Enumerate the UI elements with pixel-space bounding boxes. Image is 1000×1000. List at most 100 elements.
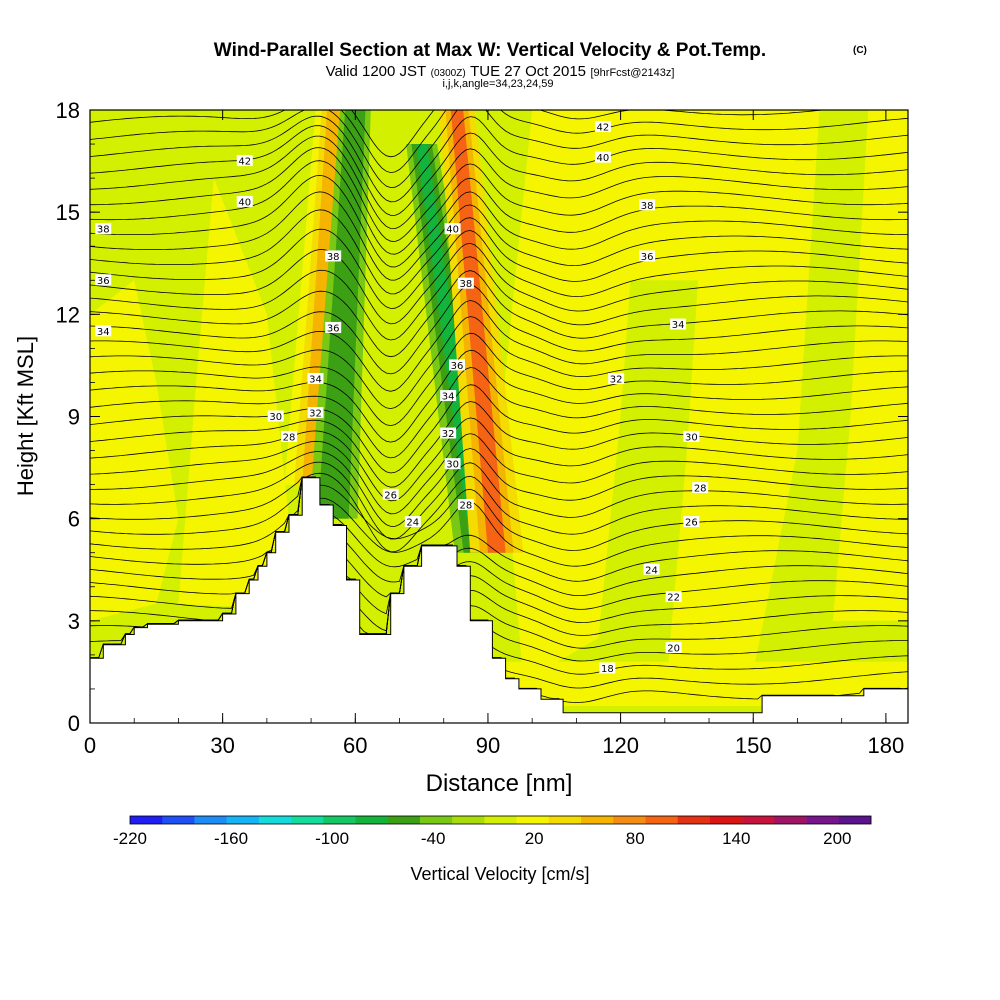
theta-contour-line (90, 401, 908, 488)
theta-label: 28 (280, 430, 297, 443)
y-tick-label: 15 (56, 200, 80, 225)
colorbar-swatch (355, 816, 389, 824)
theta-contour-line (90, 448, 908, 527)
theta-label-background (457, 499, 474, 511)
theta-label-text: 38 (97, 225, 110, 236)
theta-label-text: 32 (442, 429, 455, 440)
theta-contour-line (90, 461, 908, 540)
theta-label-background (280, 430, 297, 442)
theta-label-background (440, 390, 457, 402)
theta-label: 24 (404, 516, 421, 529)
theta-label-background (267, 410, 284, 422)
x-axis: 0 30 60 90 120 150 180 (84, 110, 904, 758)
theta-label-background (448, 359, 465, 371)
weak-updraft-region (178, 178, 289, 608)
valid-date: TUE 27 Oct 2015 (470, 63, 586, 80)
theta-label: 34 (440, 390, 457, 403)
theta-label-background (404, 516, 421, 528)
theta-label-background (325, 321, 342, 333)
theta-label-text: 34 (309, 375, 322, 386)
theta-label-text: 30 (446, 460, 459, 471)
theta-label: 36 (325, 321, 342, 334)
theta-label-text: 36 (327, 323, 340, 334)
plot-area: 42 42 40 40 40 38 38 38 38 36 36 36 36 34 34 34 34 32 32 32… (90, 110, 908, 723)
theta-label-text: 22 (667, 592, 680, 603)
theta-label-background (95, 223, 112, 235)
theta-label: 36 (639, 250, 656, 263)
theta-label-text: 30 (269, 412, 282, 423)
colorbar-tick-label: 200 (823, 829, 851, 848)
colorbar-frame (129, 815, 872, 825)
colorbar-swatch (581, 816, 614, 824)
colorbar-swatch (387, 816, 421, 824)
colorbar-swatch (709, 816, 743, 824)
theta-label: 40 (444, 223, 461, 236)
x-axis-label: Distance [nm] (426, 770, 573, 797)
theta-label-background (307, 373, 324, 385)
theta-label: 26 (683, 516, 700, 529)
theta-contour-line (90, 147, 908, 242)
theta-label-background (608, 373, 625, 385)
theta-label: 38 (457, 277, 474, 290)
theta-contour-line (90, 476, 908, 567)
colorbar-swatch (742, 816, 775, 824)
colorbar-tick-label: 140 (722, 829, 750, 848)
updraft-band (450, 110, 506, 553)
theta-label-text: 26 (685, 518, 698, 529)
theta-label-text: 36 (451, 361, 464, 372)
valid-prefix: Valid 1200 JST (326, 63, 427, 80)
colorbar-swatch (130, 816, 163, 824)
theta-contour-line (90, 209, 908, 295)
theta-contour-line (90, 476, 908, 624)
theta-contour-line (90, 384, 908, 474)
y-tick-label: 0 (68, 711, 80, 736)
theta-label-background (325, 250, 342, 262)
theta-label-background (95, 274, 112, 286)
colorbar-swatch (484, 816, 517, 824)
theta-label-text: 18 (601, 664, 614, 675)
theta-label: 28 (692, 482, 709, 495)
theta-contour-line (90, 433, 908, 515)
theta-label: 30 (444, 458, 461, 471)
theta-label-background (236, 155, 253, 167)
colorbar-tick-label: 20 (525, 829, 544, 848)
theta-label-background (599, 662, 616, 674)
theta-contour-line (90, 476, 908, 596)
theta-label: 38 (95, 223, 112, 236)
theta-contour-line (350, 110, 826, 158)
theta-label: 32 (440, 427, 457, 440)
colorbar-swatch (194, 816, 227, 824)
theta-label: 42 (594, 121, 611, 134)
theta-label-text: 28 (694, 484, 707, 495)
colorbar-swatch (838, 816, 872, 824)
theta-label-background (683, 430, 700, 442)
theta-label: 32 (307, 407, 324, 420)
theta-contours (90, 110, 908, 704)
theta-label-text: 42 (238, 157, 251, 168)
theta-label-background (594, 151, 611, 163)
theta-contour-line (90, 191, 908, 281)
theta-label-text: 36 (641, 252, 654, 263)
theta-label: 22 (665, 590, 682, 603)
weak-updraft-region (832, 110, 908, 621)
theta-label: 38 (639, 199, 656, 212)
theta-label-background (665, 590, 682, 602)
y-tick-label: 3 (68, 609, 80, 634)
x-tick-label: 60 (343, 733, 367, 758)
valid-utc: (0300Z) (431, 68, 466, 79)
y-tick-label: 12 (56, 302, 80, 327)
theta-contour-line (90, 135, 908, 230)
colorbar-tick-label: -100 (315, 829, 349, 848)
updraft-band (302, 110, 340, 485)
theta-contour-line (90, 316, 908, 410)
theta-label: 36 (448, 359, 465, 372)
y-tick-label: 6 (68, 507, 80, 532)
colorbar-swatch (613, 816, 646, 824)
theta-label-text: 38 (641, 201, 654, 212)
theta-label: 36 (95, 274, 112, 287)
theta-contour-line (90, 115, 908, 203)
x-tick-label: 0 (84, 733, 96, 758)
theta-label-text: 32 (610, 375, 623, 386)
